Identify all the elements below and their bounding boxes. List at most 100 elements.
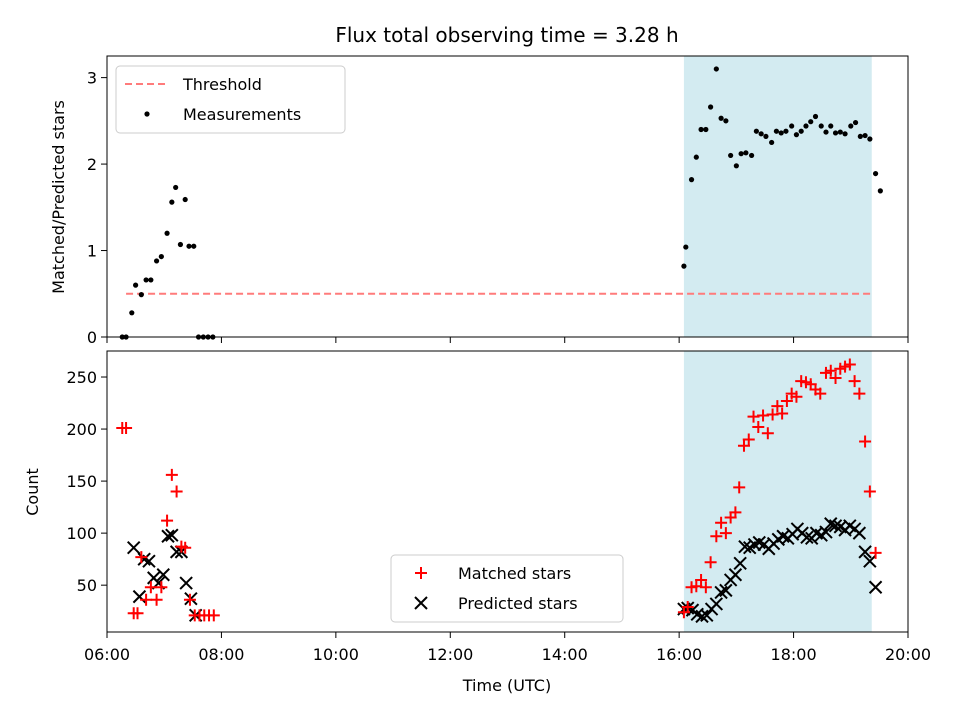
measurement-point: [133, 282, 139, 288]
matched-star-point: [863, 485, 876, 498]
matched-star-point: [848, 375, 861, 388]
matched-stars-series: [116, 358, 882, 622]
y-tick-label: 250: [66, 368, 97, 387]
measurement-point: [773, 128, 780, 134]
matched-star-point: [710, 530, 723, 543]
measurement-point: [186, 243, 192, 249]
bottom-highlight-span: [683, 351, 872, 632]
chart-title: Flux total observing time = 3.28 h: [335, 23, 678, 47]
x-tick-label: 16:00: [656, 645, 702, 664]
measurement-point: [862, 132, 868, 139]
matched-star-point: [144, 581, 157, 594]
matched-star-point: [780, 394, 793, 407]
matched-star-point: [761, 427, 774, 440]
y-tick-label: 2: [87, 155, 97, 174]
matched-star-point: [140, 593, 153, 606]
legend-matched-label: Matched stars: [458, 564, 571, 583]
measurement-point: [812, 113, 819, 120]
y-tick-label: 200: [66, 420, 97, 439]
measurement-point: [681, 263, 687, 269]
matched-star-point: [771, 400, 784, 413]
predicted-star-point: [800, 530, 814, 545]
matched-star-point: [161, 514, 174, 527]
top-legend: Threshold Measurements: [115, 65, 346, 134]
matched-star-point: [790, 390, 803, 403]
predicted-star-point: [733, 556, 747, 571]
measurement-point: [138, 292, 144, 298]
predicted-star-point: [179, 576, 193, 590]
matched-star-point: [165, 468, 178, 481]
measurement-point: [718, 115, 724, 121]
matched-star-point: [729, 506, 742, 519]
measurement-point: [763, 133, 769, 140]
measurement-point: [783, 128, 789, 134]
measurement-point: [793, 132, 800, 138]
x-tick-label: 14:00: [542, 645, 588, 664]
y-tick-label: 1: [87, 242, 97, 261]
x-tick-label: 06:00: [84, 645, 130, 664]
x-tick-label: 10:00: [313, 645, 359, 664]
predicted-star-point: [161, 529, 175, 543]
matched-star-point: [719, 527, 732, 540]
matched-star-point: [843, 358, 856, 371]
predicted-star-point: [828, 519, 843, 533]
matched-star-point: [824, 364, 837, 377]
predicted-star-point: [863, 554, 877, 568]
top-y-ticks: 0 1 2 3: [87, 69, 107, 347]
predicted-star-point: [700, 608, 714, 623]
legend-predicted-label: Predicted stars: [458, 594, 578, 613]
measurement-point: [148, 277, 154, 283]
predicted-star-point: [852, 526, 867, 540]
matched-star-point: [829, 372, 842, 385]
matched-star-point: [207, 609, 220, 622]
measurement-point: [852, 119, 859, 126]
measurement-point: [158, 253, 164, 260]
predicted-stars-series: [126, 517, 883, 624]
measurement-point: [789, 123, 795, 129]
measurement-point: [753, 128, 759, 134]
y-tick-label: 150: [66, 472, 97, 491]
predicted-star-point: [728, 568, 743, 582]
x-tick-label: 20:00: [885, 645, 931, 664]
measurement-point: [728, 152, 734, 159]
matched-star-point: [853, 387, 866, 400]
measurement-point: [798, 128, 804, 134]
measurement-point: [713, 66, 719, 72]
top-panel: 0 1 2 3 Matched/Predicted stars Threshold M…: [49, 55, 909, 347]
y-tick-label: 0: [87, 328, 97, 347]
bottom-y-ticks: 50 100 150 200 250: [66, 368, 107, 595]
top-legend-box: [115, 65, 346, 134]
measurement-point: [191, 243, 197, 249]
measurement-point: [683, 244, 689, 250]
predicted-star-point: [709, 597, 724, 611]
measurement-point: [708, 104, 714, 110]
bottom-x-ticks: 06:00 08:00 10:00 12:00 14:00 16:00 18:00 20:00: [84, 632, 931, 664]
y-tick-label: 50: [77, 576, 97, 595]
x-axis-label: Time (UTC): [462, 676, 551, 695]
measurement-point: [828, 123, 834, 129]
measurement-point: [743, 150, 749, 156]
top-axes-frame: [106, 55, 909, 338]
y-tick-label: 3: [87, 69, 97, 88]
measurement-point: [143, 277, 149, 283]
predicted-star-point: [695, 609, 709, 624]
measurement-point: [153, 258, 160, 264]
matched-star-point: [690, 580, 703, 593]
measurement-point: [867, 136, 873, 142]
measurement-point: [769, 139, 775, 146]
top-highlight-span: [683, 56, 872, 337]
legend-predicted-swatch: [414, 596, 428, 610]
x-tick-label: 08:00: [198, 645, 244, 664]
measurement-point: [842, 131, 848, 137]
matched-star-point: [752, 420, 765, 433]
measurement-point: [693, 154, 699, 160]
matched-star-point: [695, 573, 708, 586]
matched-star-point: [131, 607, 144, 620]
matched-star-point: [757, 409, 770, 422]
measurement-point: [688, 177, 695, 183]
y-tick-label: 100: [66, 524, 97, 543]
x-tick-label: 12:00: [427, 645, 473, 664]
matched-star-point: [120, 422, 133, 435]
matched-star-point: [869, 546, 882, 559]
matched-star-point: [747, 410, 760, 423]
